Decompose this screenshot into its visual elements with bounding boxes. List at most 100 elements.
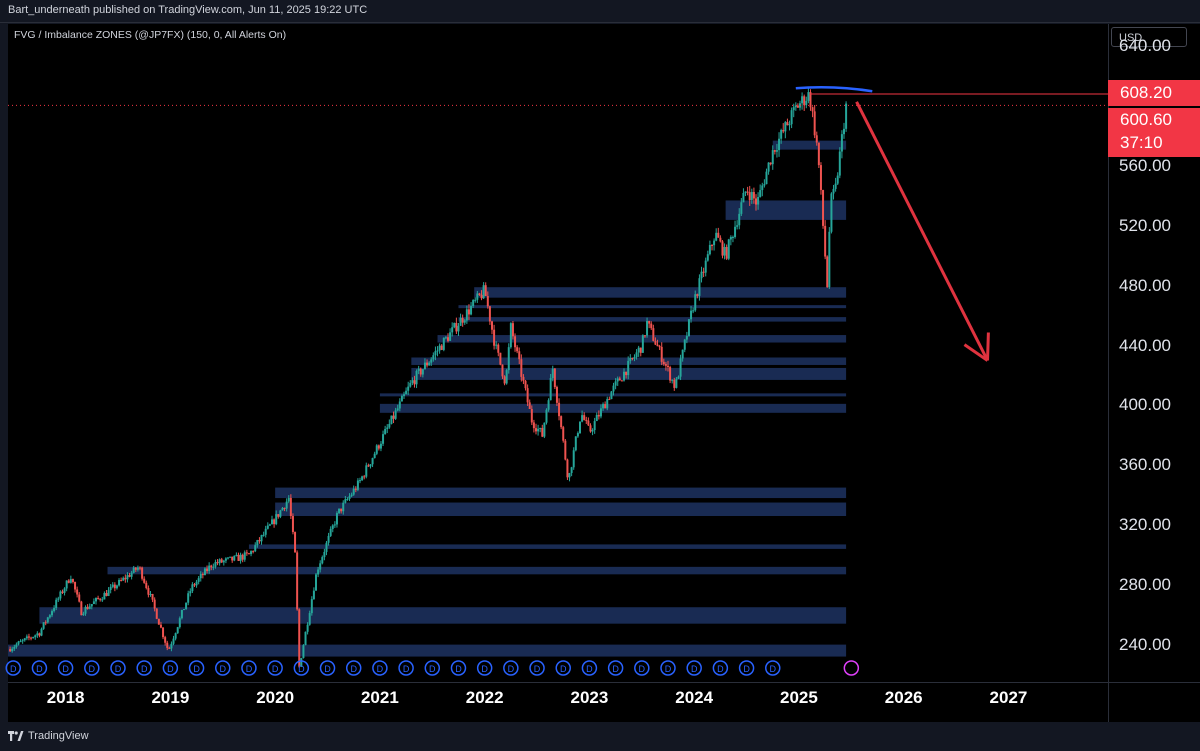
currency-selector[interactable]: USD <box>1111 27 1187 47</box>
candle-body <box>702 271 705 273</box>
year-tick-label: 2024 <box>675 688 714 707</box>
candle-body <box>641 335 644 353</box>
candle-body <box>832 188 835 194</box>
candle-body <box>572 450 575 468</box>
year-tick-label: 2022 <box>465 688 504 707</box>
candle-body <box>38 633 41 636</box>
bar-countdown-badge: 37:10 <box>1108 132 1200 157</box>
candle-body <box>599 408 602 417</box>
candle-body <box>132 567 135 573</box>
dividend-marker-letter: D <box>167 664 174 674</box>
fvg-zone <box>379 403 847 413</box>
candle-body <box>46 617 49 623</box>
candle-body <box>373 453 376 459</box>
arrow-head <box>986 332 990 361</box>
candle-body <box>700 271 703 279</box>
indicator-legend[interactable]: FVG / Imbalance ZONES (@JP7FX) (150, 0, … <box>14 29 287 41</box>
dividend-marker <box>84 660 100 676</box>
candle-body <box>411 380 414 383</box>
candle-body <box>310 599 313 614</box>
dividend-marker <box>738 660 755 676</box>
candle-body <box>635 352 638 357</box>
candle-body <box>604 404 607 409</box>
dividend-marker-letter: D <box>62 664 69 674</box>
candle-body <box>118 580 121 586</box>
candle-body <box>568 473 571 478</box>
candle-body <box>840 134 843 152</box>
candle-body <box>279 510 282 517</box>
candle-body <box>350 494 353 497</box>
candle-body <box>652 328 655 341</box>
candle-body <box>555 386 558 403</box>
candle-body <box>256 540 259 546</box>
candle-body <box>331 525 334 529</box>
candle-body <box>365 465 368 477</box>
candle-body <box>639 347 642 353</box>
candle-body <box>126 575 129 580</box>
candle-body <box>717 232 720 238</box>
candle-body <box>327 535 330 543</box>
candle-body <box>321 557 324 564</box>
candle-body <box>472 300 475 307</box>
year-tick-label: 2020 <box>256 688 295 707</box>
candle-body <box>809 92 812 108</box>
candle-body <box>157 618 160 625</box>
candle-body <box>237 554 240 561</box>
candle-body <box>30 637 33 639</box>
candle-body <box>731 236 734 238</box>
candle-body <box>549 378 552 401</box>
candle-body <box>183 609 185 611</box>
candle-body <box>356 480 359 490</box>
candle-body <box>713 240 716 246</box>
price-tick-label: 400.00 <box>1119 395 1171 415</box>
dividend-marker <box>162 660 179 676</box>
candle-body <box>48 615 51 618</box>
candle-body <box>55 599 58 609</box>
candle-body <box>780 129 783 139</box>
candle-body <box>344 499 347 503</box>
top-arc-annotation <box>795 86 873 93</box>
candle-body <box>233 555 236 561</box>
price-tick-label: 240.00 <box>1119 634 1171 654</box>
candle-body <box>843 128 845 135</box>
candle-body <box>474 299 477 301</box>
candle-body <box>845 103 848 129</box>
candle-body <box>413 380 416 385</box>
candle-body <box>662 361 665 365</box>
candle-body <box>585 419 588 421</box>
candle-body <box>558 402 561 417</box>
candle-body <box>734 226 737 237</box>
candle-body <box>669 367 672 381</box>
candle-body <box>69 579 72 583</box>
candle-body <box>748 192 751 201</box>
candle-body <box>88 606 91 609</box>
candle-body <box>216 562 219 564</box>
candle-body <box>27 636 30 638</box>
candle-body <box>541 427 544 437</box>
bottom-bar <box>0 722 1200 751</box>
candle-body <box>323 551 326 558</box>
candle-body <box>486 295 489 307</box>
candle-body <box>147 588 150 595</box>
candle-body <box>354 488 357 490</box>
candle-body <box>57 598 60 600</box>
price-tick-label: 560.00 <box>1119 156 1171 176</box>
candle-body <box>268 524 271 526</box>
dividend-marker <box>188 660 205 676</box>
candle-body <box>595 414 598 422</box>
high-price-badge: 608.20 <box>1108 80 1200 106</box>
candle-body <box>359 480 361 482</box>
candle-body <box>796 105 799 108</box>
tradingview-logo[interactable]: TradingView <box>8 730 89 742</box>
year-tick-label: 2026 <box>884 688 923 707</box>
time-axis[interactable] <box>8 682 1108 723</box>
candle-body <box>664 364 667 366</box>
candle-body <box>564 440 567 460</box>
dividend-marker <box>345 660 362 676</box>
year-tick-label: 2027 <box>989 688 1028 707</box>
candle-body <box>482 285 485 299</box>
dividend-marker <box>476 660 493 676</box>
candle-body <box>153 599 156 609</box>
fvg-zone <box>458 305 847 309</box>
